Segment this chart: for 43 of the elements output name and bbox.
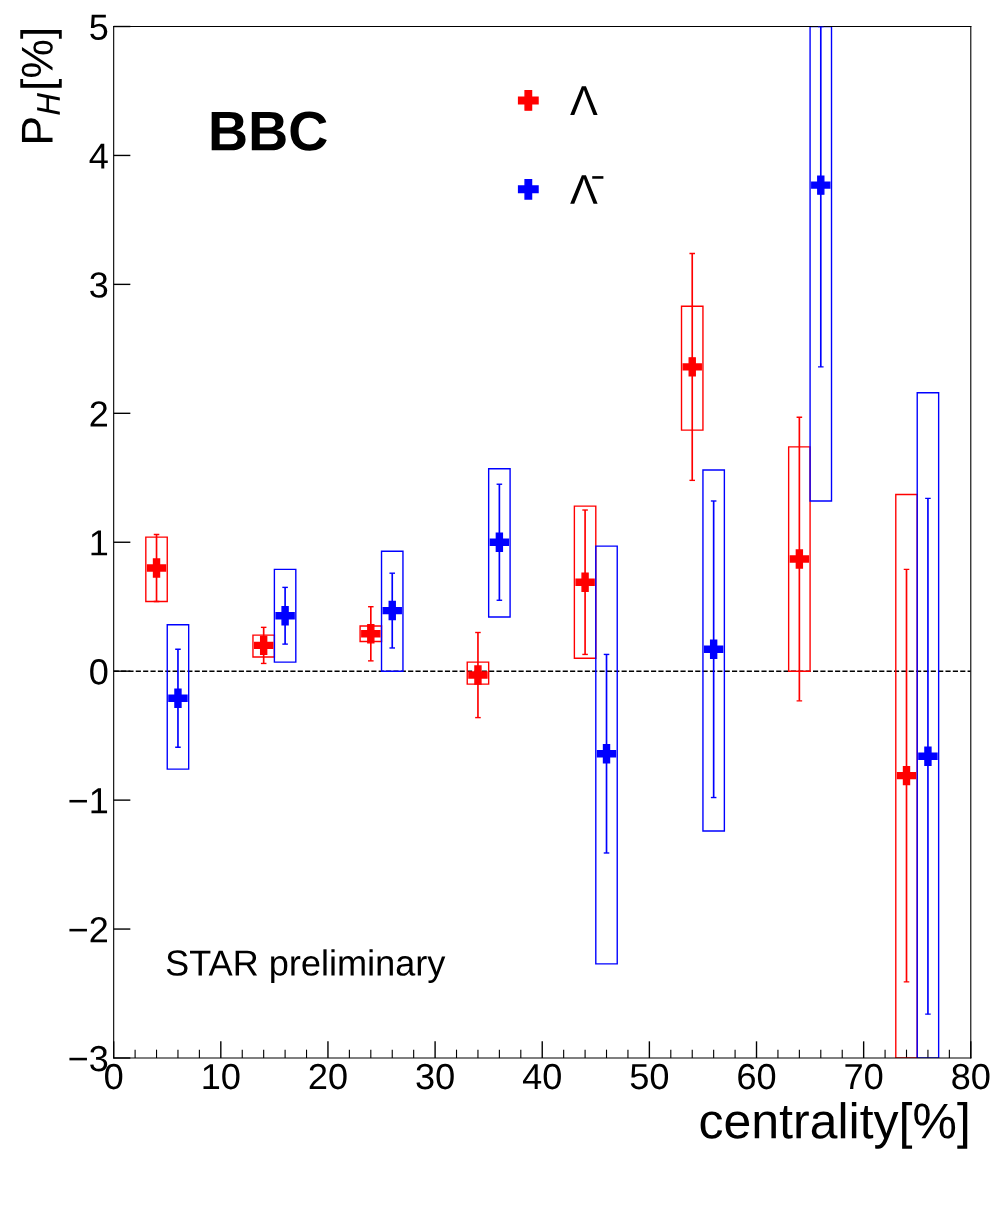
point xyxy=(896,765,917,786)
x-tick-label: 20 xyxy=(309,1063,347,1090)
x-tick-label: 40 xyxy=(522,1063,561,1090)
point xyxy=(382,600,402,621)
bar xyxy=(145,536,168,603)
y-axis-title: P$_{H}$[%] xyxy=(20,29,62,142)
bar xyxy=(166,624,190,770)
point xyxy=(918,746,938,767)
y-tick-label: 1 xyxy=(91,530,108,556)
point xyxy=(489,532,510,552)
y-tick-label: −1 xyxy=(69,788,108,814)
annotation: STAR preliminary xyxy=(166,949,446,983)
bar xyxy=(702,469,726,832)
bar xyxy=(809,26,833,502)
annotation: BBC xyxy=(211,111,327,151)
x-tick-label: 30 xyxy=(416,1063,454,1090)
point xyxy=(682,357,702,377)
point xyxy=(575,572,595,592)
legend-label: Λ̄ xyxy=(570,175,604,204)
y-tick-label: 2 xyxy=(90,401,108,427)
x-tick-label: 10 xyxy=(203,1063,240,1090)
point xyxy=(168,688,188,708)
y-tick-label: 3 xyxy=(90,272,108,298)
y-tick-label: 0 xyxy=(90,659,108,685)
x-tick-label: 80 xyxy=(952,1063,990,1090)
bar xyxy=(273,568,297,663)
bar xyxy=(916,391,940,1058)
x-tick-label: 70 xyxy=(845,1063,883,1090)
x-tick-label: 60 xyxy=(738,1063,776,1090)
x-tick-label: 50 xyxy=(630,1063,669,1090)
point xyxy=(811,175,831,195)
y-tick-label: −2 xyxy=(69,916,107,943)
point xyxy=(789,549,810,569)
point xyxy=(275,606,295,626)
point xyxy=(596,743,617,764)
legend-label: Λ xyxy=(570,86,598,116)
bar xyxy=(595,545,618,965)
bar xyxy=(380,550,404,672)
point xyxy=(703,639,724,659)
y-tick-label: 4 xyxy=(89,143,108,169)
bar xyxy=(487,468,511,618)
x-axis-title: centrality[%] xyxy=(700,1102,968,1149)
y-tick-label: 5 xyxy=(90,14,108,40)
